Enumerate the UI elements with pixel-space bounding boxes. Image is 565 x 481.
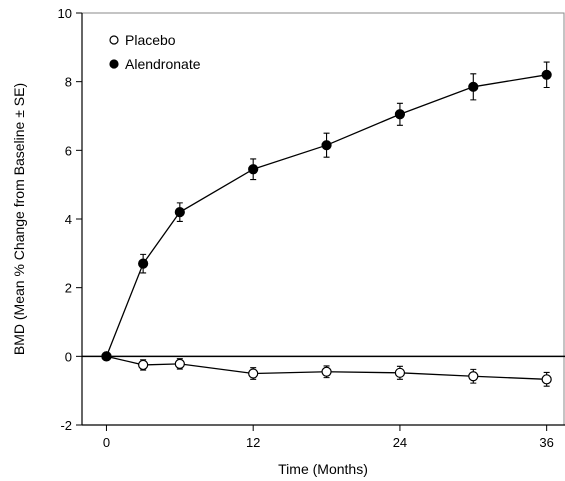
- legend-label-placebo: Placebo: [125, 32, 176, 48]
- axes-group: [81, 12, 565, 426]
- data-point-placebo: [468, 371, 479, 382]
- data-point-alendronate: [101, 351, 112, 362]
- y-tick-label: -2: [60, 418, 72, 433]
- legend: Placebo Alendronate: [109, 32, 201, 72]
- x-tick-label: 24: [393, 435, 407, 450]
- y-tick-label: 6: [65, 143, 72, 158]
- plot-frame: [81, 12, 565, 426]
- x-ticks-group: 0 12 24 36: [103, 425, 554, 450]
- legend-marker-alendronate: [109, 59, 119, 69]
- data-point-placebo: [541, 374, 552, 385]
- y-tick-label: 0: [65, 349, 72, 364]
- x-tick-label: 36: [539, 435, 553, 450]
- x-tick-label: 12: [246, 435, 260, 450]
- data-point-placebo: [138, 359, 149, 371]
- x-tick-label: 0: [103, 435, 110, 450]
- data-point-alendronate: [468, 81, 479, 92]
- data-point-placebo: [248, 368, 259, 379]
- legend-label-alendronate: Alendronate: [125, 56, 201, 72]
- y-tick-label: 4: [65, 212, 72, 227]
- data-point-alendronate: [248, 164, 259, 175]
- data-point-alendronate: [394, 109, 406, 120]
- series-line-alendronate: [105, 74, 547, 357]
- series-layer: [101, 61, 552, 387]
- y-tick-label: 2: [65, 281, 72, 296]
- series-alendronate: [101, 61, 552, 362]
- series-line-placebo: [106, 355, 547, 380]
- data-point-alendronate: [541, 69, 552, 80]
- data-point-alendronate: [138, 258, 149, 269]
- data-point-placebo: [394, 367, 406, 378]
- legend-marker-placebo: [109, 35, 119, 45]
- data-point-alendronate: [174, 207, 185, 218]
- x-axis-label: Time (Months): [278, 461, 368, 477]
- y-tick-label: 8: [65, 75, 72, 90]
- data-point-placebo: [321, 366, 332, 377]
- data-point-placebo: [174, 358, 185, 369]
- y-ticks-group: -2 0 2 4 6 8 10: [58, 6, 82, 433]
- y-tick-label: 10: [58, 6, 72, 21]
- y-axis-label: BMD (Mean % Change from Baseline ± SE): [11, 83, 27, 355]
- data-point-alendronate: [321, 140, 332, 151]
